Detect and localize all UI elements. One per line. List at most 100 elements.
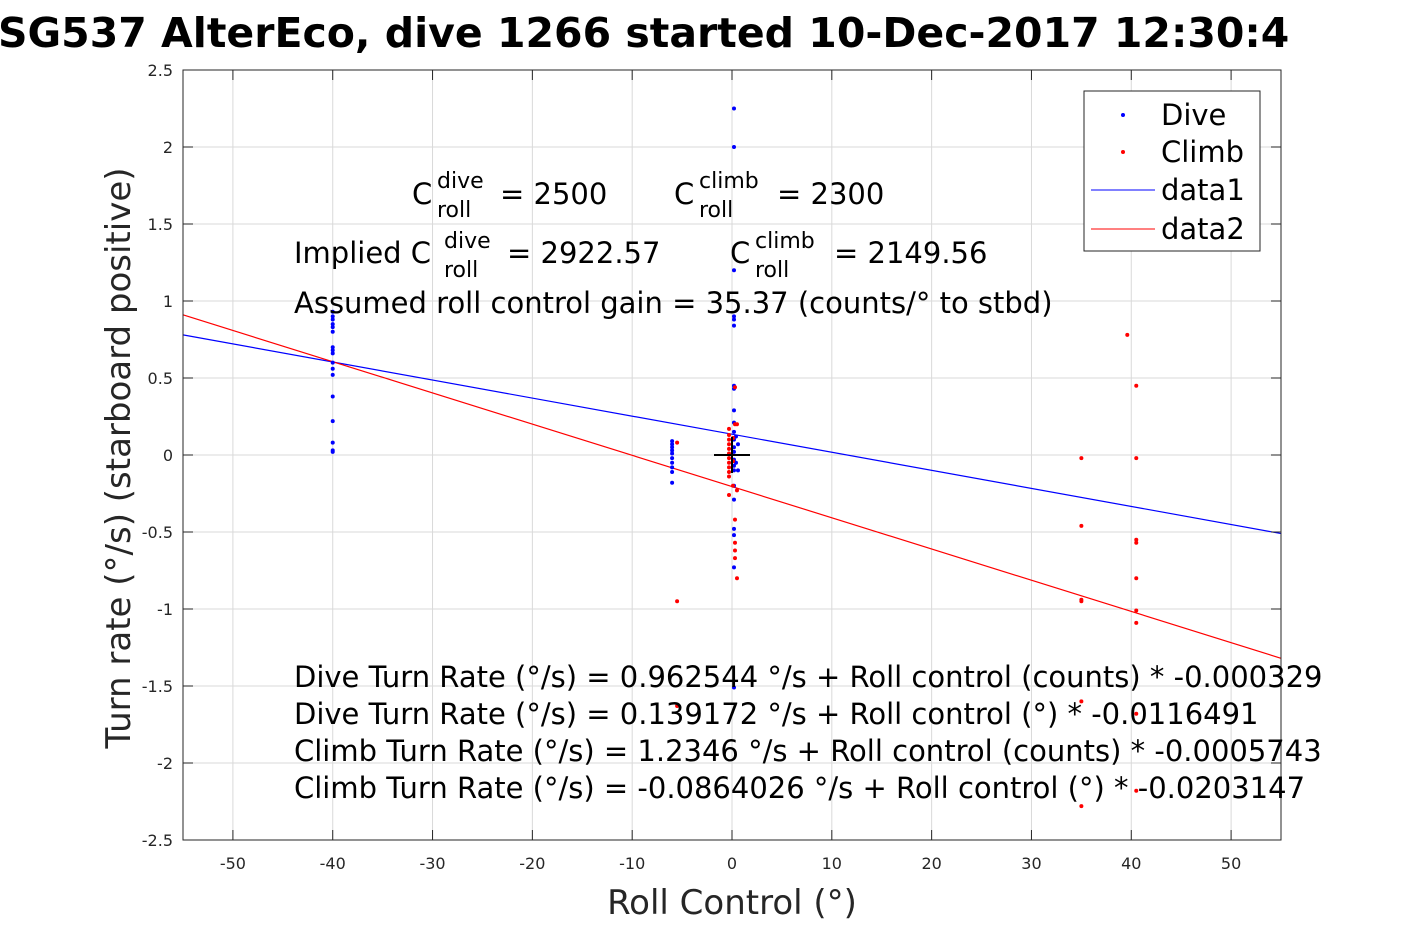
legend-dive-label: Dive (1161, 98, 1226, 132)
point-climb (732, 556, 737, 561)
y-tick-label: 1.5 (148, 215, 173, 234)
point-climb (1125, 332, 1130, 337)
implied-dive-sup: dive (444, 229, 491, 254)
point-dive (731, 429, 736, 434)
x-tick-label: 40 (1121, 854, 1141, 873)
point-dive (670, 448, 675, 453)
point-dive (330, 372, 335, 377)
point-dive (731, 685, 736, 690)
point-dive (330, 419, 335, 424)
point-climb (727, 432, 732, 437)
point-climb (727, 460, 732, 465)
point-climb (675, 599, 680, 604)
data-points (330, 106, 1139, 809)
c-roll-dive-value: = 2500 (500, 177, 607, 211)
x-tick-label: 10 (822, 854, 842, 873)
point-climb (1134, 537, 1139, 542)
point-climb (1079, 699, 1084, 704)
point-dive (733, 434, 738, 439)
y-tick-label: -1.5 (142, 677, 173, 696)
point-climb (727, 442, 732, 447)
point-dive (670, 465, 675, 470)
point-climb (727, 426, 732, 431)
implied-climb-sub: roll (755, 258, 789, 283)
implied-climb-sup: climb (755, 229, 815, 254)
c-roll-dive-sub: roll (437, 198, 471, 223)
chart-title: SG537 AlterEco, dive 1266 started 10-Dec… (0, 9, 1289, 57)
point-climb (1134, 711, 1139, 716)
y-tick-label: 2.5 (148, 61, 173, 80)
annotation-c-roll-dive: C dive roll = 2500 (412, 169, 607, 223)
legend-climb-label: Climb (1161, 135, 1244, 169)
y-tick-label: 0.5 (148, 369, 173, 388)
point-dive (670, 469, 675, 474)
point-dive (330, 322, 335, 327)
point-climb (734, 422, 739, 427)
legend-data2-label: data2 (1161, 212, 1245, 246)
y-tick-label: -0.5 (142, 523, 173, 542)
x-tick-label: -40 (320, 854, 346, 873)
tick-marks (183, 69, 1281, 841)
legend: Dive Climb data1 data2 (1083, 90, 1261, 252)
point-dive (330, 317, 335, 322)
point-climb (734, 576, 739, 581)
point-dive (731, 533, 736, 538)
x-axis-label: Roll Control (°) (607, 883, 857, 923)
point-climb (732, 540, 737, 545)
climb-equation-counts: Climb Turn Rate (°/s) = 1.2346 °/s + Rol… (294, 734, 1322, 768)
point-dive (330, 325, 335, 330)
point-dive (330, 351, 335, 356)
point-climb (727, 465, 732, 470)
point-climb (1134, 620, 1139, 625)
legend-climb-swatch (1121, 150, 1125, 154)
point-dive (670, 439, 675, 444)
annotation-implied-dive: Implied C dive roll = 2922.57 (294, 229, 660, 283)
x-tick-label: 0 (727, 854, 737, 873)
x-tick-label: -20 (519, 854, 545, 873)
legend-box (1083, 90, 1261, 252)
annotation-implied-climb: C climb roll = 2149.56 (730, 229, 987, 283)
y-tick-label: -2.5 (142, 831, 173, 850)
point-climb (675, 440, 680, 445)
x-tick-label: -30 (419, 854, 445, 873)
point-climb (732, 385, 737, 390)
point-dive (733, 460, 738, 465)
dive-equation-degrees: Dive Turn Rate (°/s) = 0.139172 °/s + Ro… (294, 697, 1259, 731)
point-climb (732, 517, 737, 522)
point-dive (735, 442, 740, 447)
point-climb (727, 456, 732, 461)
implied-dive-value: = 2922.57 (507, 236, 660, 270)
point-dive (731, 408, 736, 413)
y-tick-label: -1 (157, 600, 173, 619)
y-tick-label: 2 (163, 138, 173, 157)
point-climb (727, 446, 732, 451)
annotation-c-roll-climb: C climb roll = 2300 (674, 169, 884, 223)
dive-equation-counts: Dive Turn Rate (°/s) = 0.962544 °/s + Ro… (294, 660, 1322, 694)
point-climb (727, 437, 732, 442)
x-tick-label: 20 (921, 854, 941, 873)
point-dive (670, 445, 675, 450)
point-climb (727, 469, 732, 474)
point-climb (1134, 540, 1139, 545)
point-climb (727, 474, 732, 479)
point-dive (330, 394, 335, 399)
point-dive (330, 449, 335, 454)
x-tick-label: -50 (220, 854, 246, 873)
y-tick-label: 0 (163, 446, 173, 465)
x-tick-label: -10 (619, 854, 645, 873)
point-climb (1079, 456, 1084, 461)
legend-dive-swatch (1121, 113, 1125, 117)
point-dive (670, 460, 675, 465)
point-dive (670, 456, 675, 461)
point-climb (730, 483, 735, 488)
implied-prefix: Implied C (294, 236, 431, 270)
point-climb (1134, 383, 1139, 388)
point-dive (731, 314, 736, 319)
point-dive (731, 565, 736, 570)
point-dive (330, 309, 335, 314)
point-dive (731, 106, 736, 111)
point-dive (330, 366, 335, 371)
implied-climb-base: C (730, 236, 750, 270)
c-roll-dive-sup: dive (437, 169, 484, 194)
